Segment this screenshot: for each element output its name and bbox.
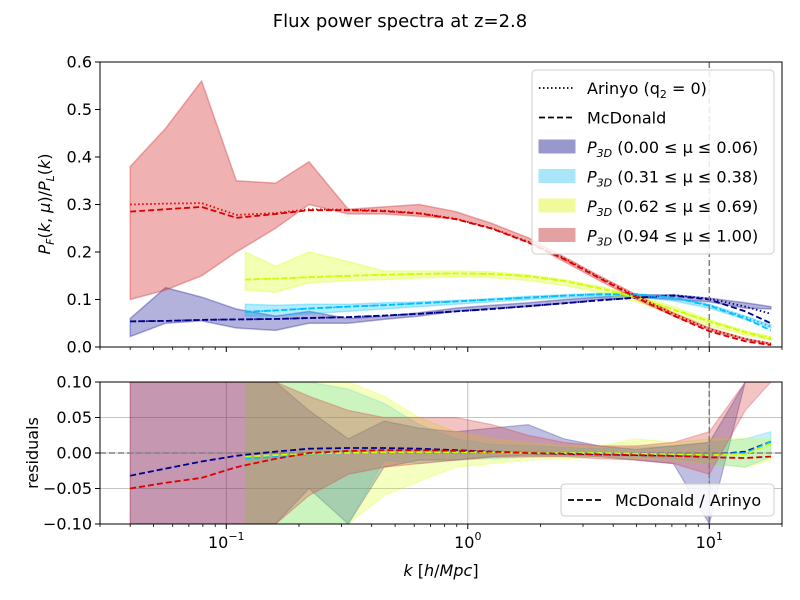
top-axes: 0.0 0.1 0.2 0.3 0.4 0.5 0.6 xyxy=(67,53,783,357)
mcdonald-line-series-3 xyxy=(130,205,772,346)
bottom-legend: McDonald / Arinyo xyxy=(560,483,775,517)
chart-title: Flux power spectra at z=2.8 xyxy=(273,11,527,32)
ytick-label-2: 0.2 xyxy=(67,243,92,262)
ytick-label-1: 0.1 xyxy=(67,290,92,309)
legend-marker-5 xyxy=(538,228,576,242)
residual-band-3 xyxy=(129,382,772,524)
bottom-legend-label: McDonald / Arinyo xyxy=(615,491,761,510)
residual-line-3 xyxy=(130,449,771,490)
mcdonald-line-series-1 xyxy=(245,293,772,332)
top-lines xyxy=(130,62,772,347)
legend-label-0: Arinyo (q2 = 0) xyxy=(587,79,707,101)
bottom-panel: −0.10 −0.05 0.00 0.05 0.10 10−1 100 101 residua… xyxy=(23,373,783,580)
legend-marker-3 xyxy=(538,169,576,183)
residual-band-0 xyxy=(129,382,771,524)
band-series-2 xyxy=(244,250,772,341)
legend-label-1: McDonald xyxy=(587,109,666,128)
xtick-label-1: 100 xyxy=(454,530,481,552)
band-series-1 xyxy=(244,292,772,330)
ytick-label-3: 0.3 xyxy=(67,195,92,214)
ytick-label-6: 0.6 xyxy=(67,53,92,72)
bottom-ylabel: residuals xyxy=(23,417,42,489)
bottom-lines xyxy=(100,382,782,524)
ytick-label-0: 0.0 xyxy=(67,338,92,357)
legend-label-2: P3D (0.00 ≤ μ ≤ 0.06) xyxy=(587,138,758,160)
legend-label-4: P3D (0.62 ≤ μ ≤ 0.69) xyxy=(587,197,758,219)
ytick-label-2: 0.00 xyxy=(56,444,92,463)
mcdonald-line-series-0 xyxy=(130,294,772,325)
top-ylabel: PF(k, μ)/PL(k) xyxy=(35,153,57,254)
bottom-legend-box xyxy=(560,483,775,517)
ytick-label-0: −0.10 xyxy=(43,515,92,534)
xtick-label-0: 10−1 xyxy=(208,530,245,552)
xtick-label-2: 101 xyxy=(696,530,723,552)
legend-marker-4 xyxy=(538,198,576,213)
legend-label-5: P3D (0.94 ≤ μ ≤ 1.00) xyxy=(587,227,758,249)
legend-marker-2 xyxy=(538,139,576,154)
band-series-0 xyxy=(129,286,772,338)
x-axis-label: k [h/Mpc] xyxy=(403,561,478,580)
ytick-label-4: 0.4 xyxy=(67,148,92,167)
mcdonald-line-series-2 xyxy=(245,272,772,341)
ytick-label-3: 0.05 xyxy=(56,408,92,427)
top-legend: Arinyo (q2 = 0) McDonald P3D (0.00 ≤ μ ≤ 0… xyxy=(531,69,775,255)
ytick-label-4: 0.10 xyxy=(56,373,92,392)
ytick-label-5: 0.5 xyxy=(67,100,92,119)
legend-label-3: P3D (0.31 ≤ μ ≤ 0.38) xyxy=(587,168,758,190)
top-panel: 0.0 0.1 0.2 0.3 0.4 0.5 0.6 PF(k, μ)/PL(k) Ari… xyxy=(35,53,783,357)
top-legend-box xyxy=(531,69,775,255)
bottom-axes: −0.10 −0.05 0.00 0.05 0.10 10−1 100 101 xyxy=(43,373,783,552)
ytick-label-1: −0.05 xyxy=(43,479,92,498)
